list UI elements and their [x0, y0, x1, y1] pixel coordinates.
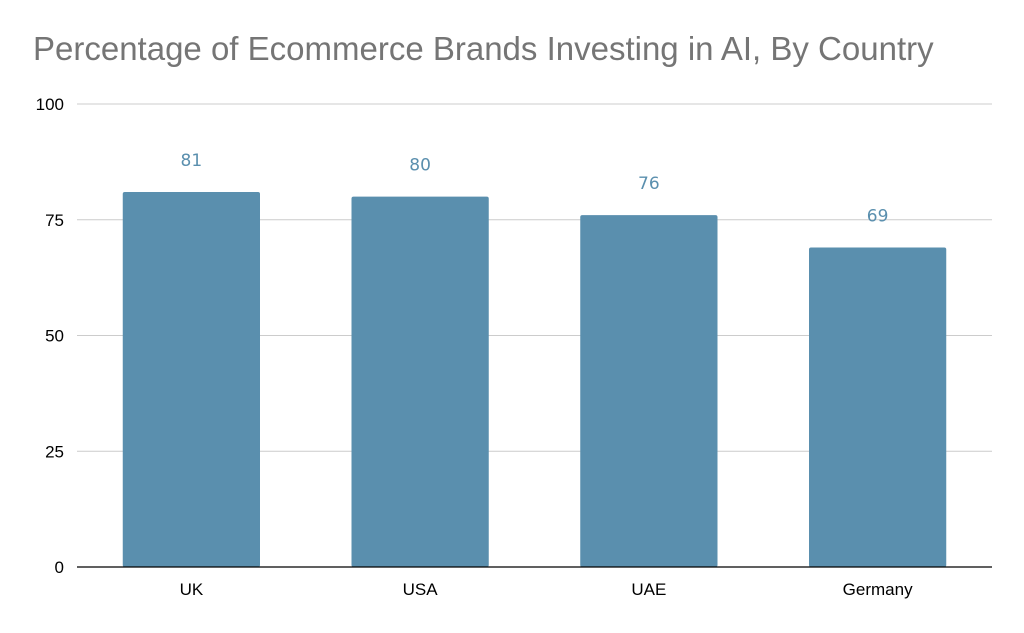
x-tick-label: USA [403, 580, 439, 599]
y-tick-label: 50 [45, 327, 64, 346]
y-tick-label: 100 [36, 95, 64, 114]
bar-germany [809, 247, 947, 567]
bar-uae [580, 215, 718, 567]
bar-usa [351, 196, 489, 567]
data-labels: 81 80 76 69 [181, 151, 889, 227]
y-tick-label: 25 [45, 442, 64, 461]
x-tick-label: UK [180, 580, 204, 599]
data-label: 76 [638, 174, 660, 194]
data-label: 81 [181, 151, 203, 171]
y-tick-label: 75 [45, 211, 64, 230]
bar-uk [122, 191, 260, 567]
chart-title: Percentage of Ecommerce Brands Investing… [33, 30, 934, 67]
data-label: 69 [867, 207, 889, 227]
data-label: 80 [409, 156, 431, 176]
bars [122, 191, 947, 567]
x-tick-label: UAE [631, 580, 666, 599]
axes: 0 25 50 75 100 UK USA UAE Germany [36, 95, 992, 599]
x-tick-label: Germany [843, 580, 913, 599]
y-tick-label: 0 [55, 558, 64, 577]
